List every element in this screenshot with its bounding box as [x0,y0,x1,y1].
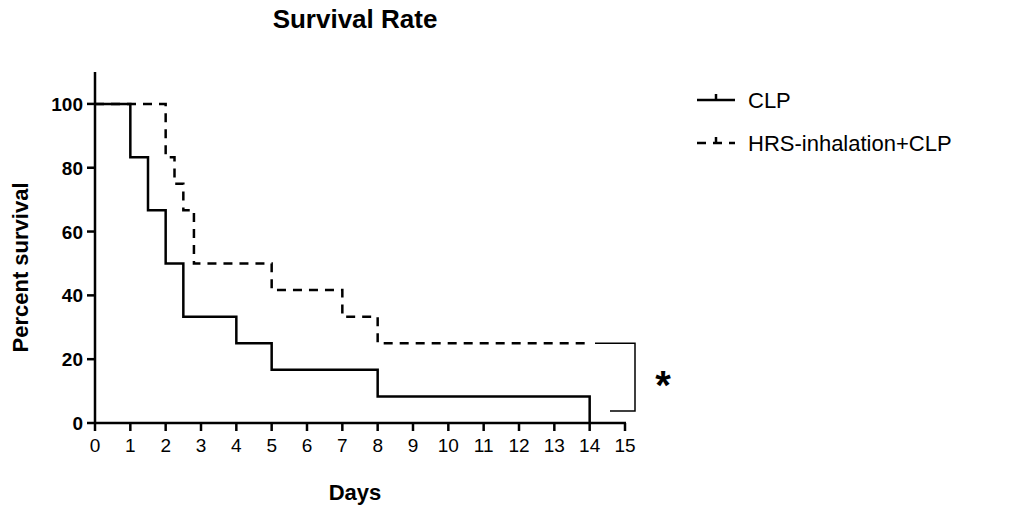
y-tick-label: 0 [72,413,83,434]
x-tick-label: 6 [302,435,313,456]
x-tick [624,423,627,431]
x-tick-label: 1 [125,435,136,456]
x-tick-label: 3 [196,435,207,456]
x-tick-label: 10 [438,435,459,456]
x-tick [412,423,415,431]
y-tick [87,358,95,361]
legend-swatch-tick [715,94,718,100]
x-tick [376,423,379,431]
annotation: * [655,363,671,407]
x-tick [518,423,521,431]
y-tick [87,294,95,297]
x-tick [235,423,238,431]
x-tick-label: 0 [90,435,101,456]
x-tick [306,423,309,431]
x-tick-label: 8 [372,435,383,456]
x-tick [588,423,591,431]
x-tick-label: 4 [231,435,242,456]
x-tick [341,423,344,431]
x-tick-label: 2 [160,435,171,456]
x-tick-label: 12 [508,435,529,456]
y-tick-label: 60 [62,222,83,243]
y-tick [87,103,95,106]
y-tick-label: 80 [62,158,83,179]
x-tick-label: 5 [266,435,277,456]
x-tick [94,423,97,431]
y-tick [87,166,95,169]
x-tick-label: 15 [614,435,635,456]
y-label: Percent survival [8,183,33,353]
x-tick [129,423,132,431]
legend-label: CLP [748,88,791,113]
x-tick-label: 9 [408,435,419,456]
x-tick [200,423,203,431]
chart: Survival Rate020406080100012345678910111… [0,0,1020,512]
y-tick-label: 20 [62,349,83,370]
significance-bracket [595,343,635,411]
x-tick-label: 13 [544,435,565,456]
y-tick [87,230,95,233]
legend-swatch-tick [715,137,718,143]
title: Survival Rate [273,4,438,34]
x-label: Days [329,480,382,505]
x-tick-label: 11 [474,435,494,456]
x-tick [482,423,485,431]
x-tick-label: 14 [579,435,601,456]
y-tick-label: 40 [62,285,83,306]
x-tick [447,423,450,431]
x-tick-label: 7 [337,435,348,456]
x-axis [95,422,626,425]
plot-area [95,104,590,423]
legend-label: HRS-inhalation+CLP [748,131,952,156]
x-tick [553,423,556,431]
survival-curve [95,104,590,423]
x-tick [270,423,273,431]
survival-curve [95,104,590,343]
y-tick-label: 100 [51,94,83,115]
x-tick [164,423,167,431]
y-axis [94,72,97,423]
